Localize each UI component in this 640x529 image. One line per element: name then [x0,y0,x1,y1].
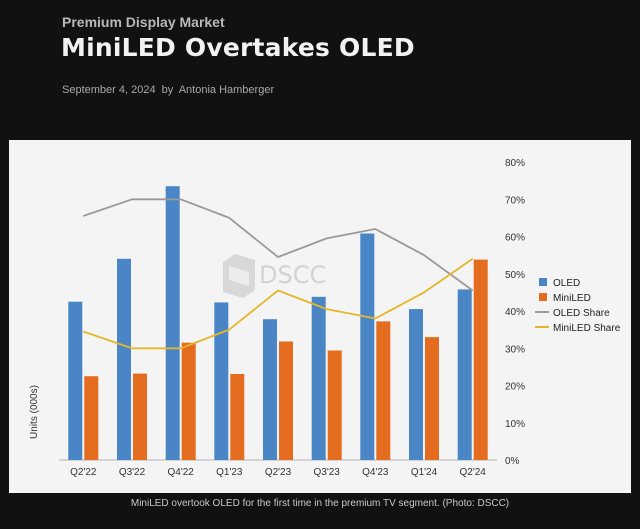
bar-oled-3 [214,302,229,460]
watermark-logo: DSCC [223,254,326,298]
x-tick-label: Q2'22 [70,467,97,478]
bar-miniled-0 [84,376,99,460]
right-axis-tick-label: 30% [505,344,525,355]
line-layer [83,198,474,350]
legend-label: MiniLED [553,293,591,304]
bar-miniled-7 [425,337,439,460]
chart-svg: DSCC Units (000s) Q2'22 Q3'22 Q4'22 Q1'23 Q2… [29,158,621,478]
x-tick-label: Q2'23 [265,467,292,478]
bar-miniled-2 [181,342,196,460]
page-title: MiniLED Overtakes OLED [61,33,415,62]
right-axis-tick-label: 80% [505,158,525,169]
legend: OLED MiniLED OLED Share MiniLED Share [535,278,621,334]
chart-image: DSCC Units (000s) Q2'22 Q3'22 Q4'22 Q1'23 Q2… [9,140,631,493]
right-axis-tick-labels: 0% 10% 20% 30% 40% 50% 60% 70% 80% [505,158,525,467]
image-caption: MiniLED overtook OLED for the first time… [130,498,510,509]
x-tick-label: Q2'24 [460,467,487,478]
line-oled-share [83,198,474,292]
right-axis-tick-label: 50% [505,270,525,281]
right-axis-tick-label: 60% [505,233,525,244]
x-tick-label: Q1'23 [216,467,243,478]
bar-miniled-1 [133,373,147,460]
byline: September 4, 2024 by Antonia Hamberger [62,84,274,96]
right-axis-tick-label: 20% [505,382,525,393]
watermark-cube-face-icon [229,266,249,286]
legend-swatch-miniled [539,293,547,301]
bar-oled-7 [409,309,423,460]
line-miniled-share [83,258,474,350]
bar-oled-4 [263,319,277,460]
y-axis-title: Units (000s) [29,385,40,439]
bar-oled-0 [68,301,83,460]
right-axis-tick-label: 0% [505,456,520,467]
bar-miniled-3 [230,374,245,460]
watermark-text: DSCC [259,261,326,289]
x-tick-labels: Q2'22 Q3'22 Q4'22 Q1'23 Q2'23 Q3'23 Q4'23 Q1'24… [70,467,486,478]
right-axis-tick-label: 40% [505,307,525,318]
legend-label: OLED [553,278,580,289]
publish-date: September 4, 2024 [62,84,156,96]
x-tick-label: Q4'22 [168,467,195,478]
bar-miniled-4 [279,341,293,460]
bar-miniled-6 [376,321,391,460]
right-axis-tick-label: 10% [505,419,525,430]
x-tick-label: Q1'24 [411,467,438,478]
bar-oled-1 [117,258,131,460]
section-kicker: Premium Display Market [62,14,225,30]
bar-layer [68,186,488,460]
x-tick-label: Q3'23 [314,467,341,478]
bar-oled-2 [165,186,180,460]
x-tick-label: Q3'22 [119,467,146,478]
author-name[interactable]: Antonia Hamberger [178,84,275,96]
right-axis-tick-label: 70% [505,195,525,206]
legend-label: MiniLED Share [553,323,621,334]
byline-by: by [161,84,174,96]
legend-label: OLED Share [553,308,610,319]
bar-oled-8 [457,289,472,460]
bar-oled-6 [360,233,375,460]
bar-oled-5 [311,296,326,460]
bar-miniled-5 [327,350,342,460]
x-tick-label: Q4'23 [362,467,389,478]
bar-miniled-8 [473,259,488,460]
legend-swatch-oled [539,278,547,286]
